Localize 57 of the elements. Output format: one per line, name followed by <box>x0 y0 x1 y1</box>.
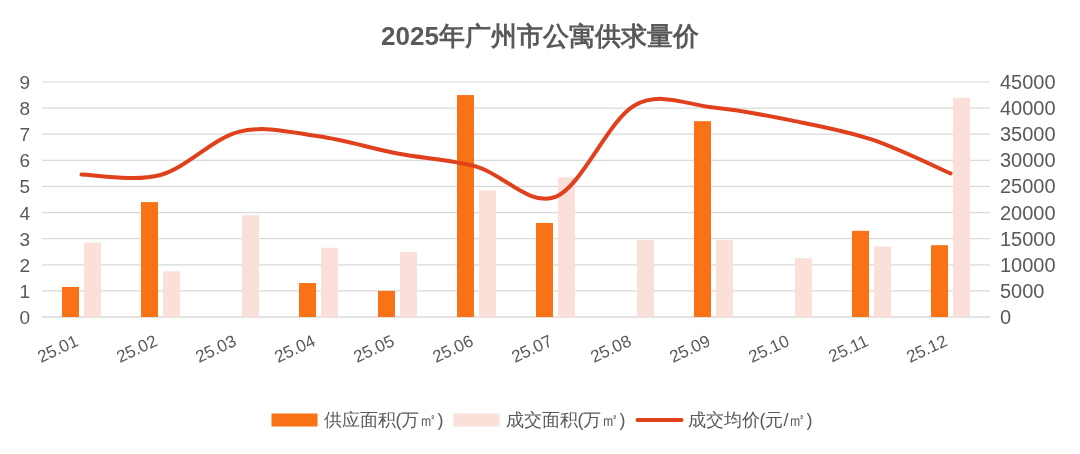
bar <box>321 247 338 317</box>
legend-label: 成交均价(元/㎡) <box>687 410 813 430</box>
x-tick-label: 25.01 <box>34 331 82 367</box>
y2-tick-label: 45000 <box>1000 71 1056 93</box>
y2-tick-label: 10000 <box>1000 253 1056 276</box>
bar <box>694 121 711 317</box>
bar <box>931 245 948 317</box>
y2-tick-label: 25000 <box>1000 175 1056 198</box>
y2-tick-label: 0 <box>1000 306 1012 328</box>
y-tick-label: 1 <box>19 280 30 302</box>
y2-tick-label: 20000 <box>1000 201 1056 224</box>
y2-tick-label: 40000 <box>1000 97 1056 120</box>
bar <box>84 242 101 317</box>
bar <box>637 239 654 317</box>
x-tick-label: 25.08 <box>587 331 635 367</box>
bar <box>795 258 812 317</box>
bar <box>62 286 79 317</box>
y-tick-label: 5 <box>19 176 30 198</box>
y-tick-label: 6 <box>19 150 30 172</box>
y-tick-label: 0 <box>19 307 30 328</box>
x-tick-label: 25.09 <box>666 331 714 367</box>
bar <box>479 190 496 317</box>
bar <box>400 251 417 317</box>
bar <box>141 202 158 317</box>
y2-tick-label: 35000 <box>1000 123 1056 146</box>
bar <box>299 283 316 317</box>
y2-tick-label: 15000 <box>1000 227 1056 250</box>
x-tick-label: 25.02 <box>113 331 161 367</box>
x-tick-label: 25.06 <box>429 331 477 367</box>
y-tick-label: 4 <box>19 202 31 224</box>
y-tick-label: 2 <box>19 254 30 276</box>
chart-title: 2025年广州市公寓供求量价 <box>381 21 700 51</box>
y2-tick-label: 30000 <box>1000 149 1056 172</box>
bar <box>953 97 970 317</box>
x-tick-label: 25.05 <box>350 331 398 367</box>
y-tick-label: 9 <box>19 72 30 93</box>
x-tick-label: 25.11 <box>825 331 872 367</box>
x-tick-label: 25.03 <box>192 331 240 367</box>
bar <box>558 177 575 317</box>
bar <box>242 215 259 317</box>
x-tick-label: 25.07 <box>508 331 556 367</box>
x-tick-label: 25.12 <box>903 331 951 367</box>
bar <box>716 239 733 317</box>
bar <box>457 95 474 317</box>
legend-label: 成交面积(万㎡) <box>505 410 626 430</box>
bar <box>378 290 395 317</box>
legend-label: 供应面积(万㎡) <box>323 410 444 430</box>
bar <box>163 271 180 317</box>
bar <box>852 230 869 317</box>
y-tick-label: 3 <box>19 228 30 250</box>
bar <box>536 223 553 317</box>
y2-tick-label: 5000 <box>1000 279 1045 302</box>
y-tick-label: 8 <box>19 98 30 120</box>
x-tick-label: 25.04 <box>271 331 319 367</box>
x-tick-label: 25.10 <box>745 331 793 367</box>
bar <box>874 246 891 317</box>
y-tick-label: 7 <box>19 124 30 146</box>
